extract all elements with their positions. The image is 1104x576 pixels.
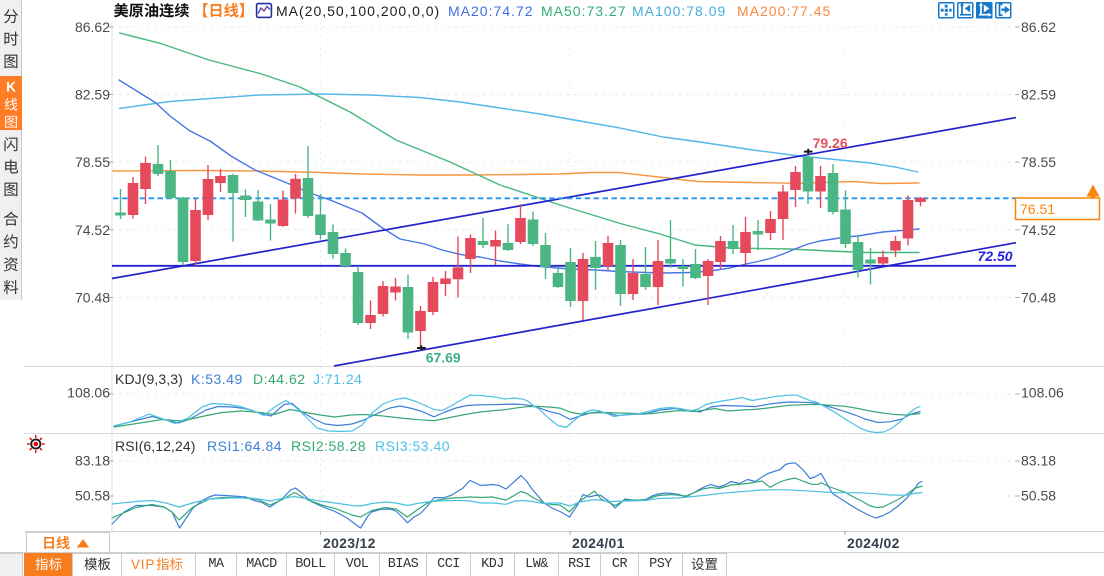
svg-text:74.52: 74.52 (75, 222, 110, 238)
svg-text:J:71.24: J:71.24 (313, 371, 362, 387)
svg-text:74.52: 74.52 (1021, 222, 1056, 238)
svg-text:70.48: 70.48 (75, 290, 110, 306)
svg-text:79.26: 79.26 (813, 135, 848, 151)
svg-text:76.51: 76.51 (1020, 201, 1055, 217)
svg-text:83.18: 83.18 (75, 453, 110, 469)
svg-text:82.59: 82.59 (1021, 87, 1056, 103)
svg-text:KDJ(9,3,3): KDJ(9,3,3) (115, 371, 183, 387)
svg-text:78.55: 78.55 (75, 154, 110, 170)
svg-text:D:44.62: D:44.62 (253, 371, 306, 387)
svg-text:78.55: 78.55 (1021, 154, 1056, 170)
svg-text:2023/12: 2023/12 (323, 535, 376, 551)
svg-text:50.58: 50.58 (1021, 488, 1056, 504)
svg-text:67.69: 67.69 (426, 350, 461, 366)
svg-text:108.06: 108.06 (67, 385, 110, 401)
svg-text:86.62: 86.62 (75, 19, 110, 35)
svg-text:RSI1:64.84: RSI1:64.84 (207, 438, 282, 454)
svg-text:72.50: 72.50 (978, 248, 1013, 264)
svg-text:82.59: 82.59 (75, 87, 110, 103)
svg-text:K:53.49: K:53.49 (191, 371, 243, 387)
svg-text:83.18: 83.18 (1021, 453, 1056, 469)
svg-text:86.62: 86.62 (1021, 19, 1056, 35)
svg-text:RSI(6,12,24): RSI(6,12,24) (115, 438, 196, 454)
svg-text:RSI2:58.28: RSI2:58.28 (291, 438, 366, 454)
svg-text:2024/01: 2024/01 (572, 535, 625, 551)
svg-text:RSI3:53.40: RSI3:53.40 (375, 438, 450, 454)
svg-text:2024/02: 2024/02 (847, 535, 900, 551)
svg-text:108.06: 108.06 (1021, 385, 1064, 401)
svg-text:50.58: 50.58 (75, 488, 110, 504)
svg-text:70.48: 70.48 (1021, 290, 1056, 306)
